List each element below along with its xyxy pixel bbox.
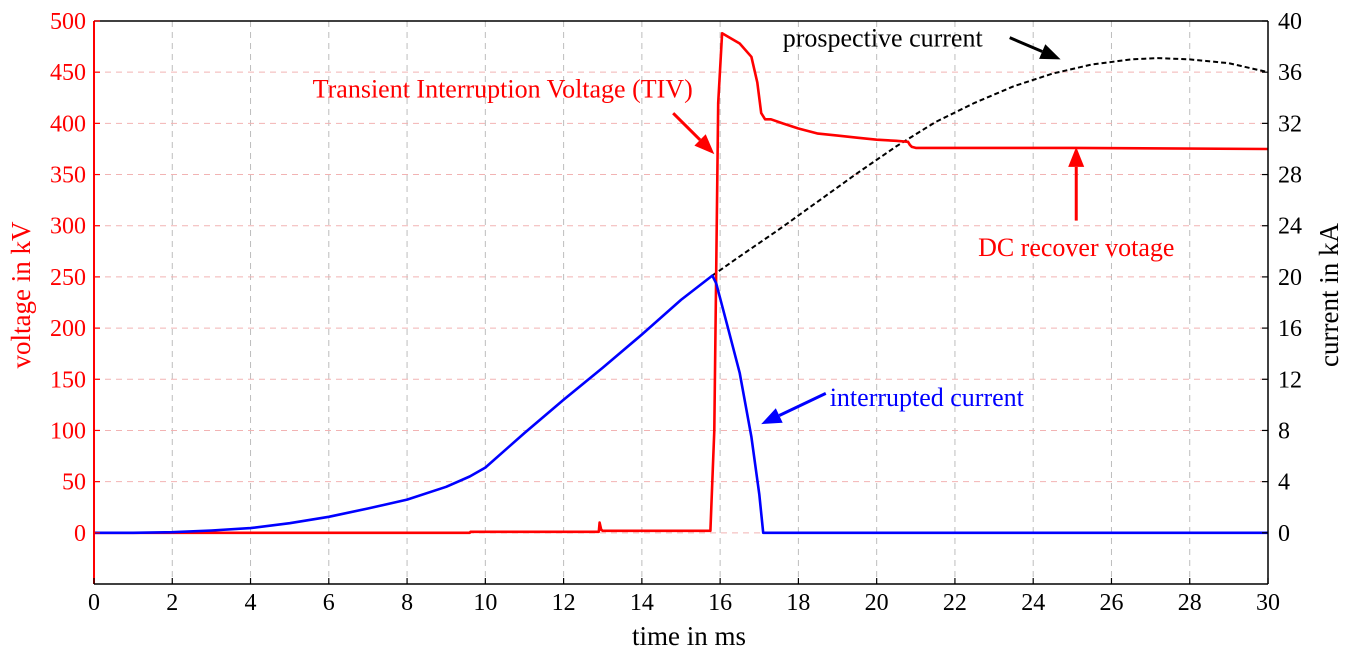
x-tick-label: 20 xyxy=(865,590,889,616)
y-left-tick-label: 500 xyxy=(50,9,86,35)
y-right-tick-label: 12 xyxy=(1278,367,1302,393)
annotation-label-tiv: Transient Interruption Voltage (TIV) xyxy=(313,75,693,104)
y-left-tick-label: 100 xyxy=(50,418,86,444)
x-tick-label: 12 xyxy=(552,590,576,616)
series-line-interrupted xyxy=(94,274,1268,535)
annotation-label-interrupted: interrupted current xyxy=(830,383,1025,412)
y-right-tick-label: 24 xyxy=(1278,214,1302,240)
y-left-tick-label: 250 xyxy=(50,265,86,291)
y-right-tick-label: 40 xyxy=(1278,9,1302,35)
y-right-tick-label: 28 xyxy=(1278,163,1302,189)
y-left-tick-label: 350 xyxy=(50,163,86,189)
y-right-tick-label: 16 xyxy=(1278,316,1302,342)
y-right-tick-label: 4 xyxy=(1278,470,1290,496)
y-axis-left-title: voltage in kV xyxy=(6,221,36,368)
series-layer xyxy=(94,31,1269,535)
annotations: Transient Interruption Voltage (TIV) pros… xyxy=(313,24,1174,425)
x-tick-label: 0 xyxy=(88,590,100,616)
y-right-tick-label: 32 xyxy=(1278,111,1302,137)
y-right-tick-label: 0 xyxy=(1278,521,1290,547)
x-tick-label: 4 xyxy=(245,590,257,616)
x-tick-label: 26 xyxy=(1099,590,1123,616)
tick-labels: 0 2 4 6 8 10 12 14 16 18 20 22 24 26 28 300501001502002… xyxy=(50,9,1302,616)
annotation-arrowhead-interrupted xyxy=(761,408,783,425)
y-left-tick-label: 150 xyxy=(50,367,86,393)
plot-frame xyxy=(93,20,1269,585)
x-tick-label: 6 xyxy=(323,590,335,616)
annotation-arrowhead-dc xyxy=(1068,146,1085,167)
y-right-tick-label: 20 xyxy=(1278,265,1302,291)
y-axis-right-title: current in kA xyxy=(1314,223,1344,367)
annotation-arrowhead-prospective xyxy=(1039,44,1061,60)
y-right-tick-label: 36 xyxy=(1278,60,1302,86)
y-right-tick-label: 8 xyxy=(1278,418,1290,444)
annotation-arrow-prospective xyxy=(1009,36,1043,53)
annotation-label-dc: DC recover votage xyxy=(978,233,1174,262)
y-left-tick-label: 300 xyxy=(50,214,86,240)
x-tick-label: 2 xyxy=(166,590,178,616)
x-axis-title: time in ms xyxy=(632,621,746,651)
y-left-tick-label: 400 xyxy=(50,111,86,137)
y-left-tick-label: 50 xyxy=(62,470,86,496)
y-left-tick-label: 450 xyxy=(50,60,86,86)
x-tick-label: 16 xyxy=(708,590,732,616)
x-tick-label: 30 xyxy=(1256,590,1280,616)
y-left-tick-label: 0 xyxy=(74,521,86,547)
x-tick-label: 28 xyxy=(1178,590,1202,616)
annotation-arrow-tiv xyxy=(672,112,702,142)
y-left-tick-label: 200 xyxy=(50,316,86,342)
annotation-arrow-interrupted xyxy=(778,391,827,417)
x-tick-label: 24 xyxy=(1021,590,1045,616)
grid-lines xyxy=(94,21,1268,584)
x-tick-label: 14 xyxy=(630,590,654,616)
annotation-arrowhead-tiv xyxy=(694,134,715,155)
series-line-prospective xyxy=(711,57,1269,277)
x-tick-label: 10 xyxy=(473,590,497,616)
x-tick-label: 8 xyxy=(401,590,413,616)
x-tick-label: 18 xyxy=(786,590,810,616)
annotation-label-prospective: prospective current xyxy=(783,24,984,53)
series-line-voltage xyxy=(94,31,1269,535)
x-tick-label: 22 xyxy=(943,590,967,616)
